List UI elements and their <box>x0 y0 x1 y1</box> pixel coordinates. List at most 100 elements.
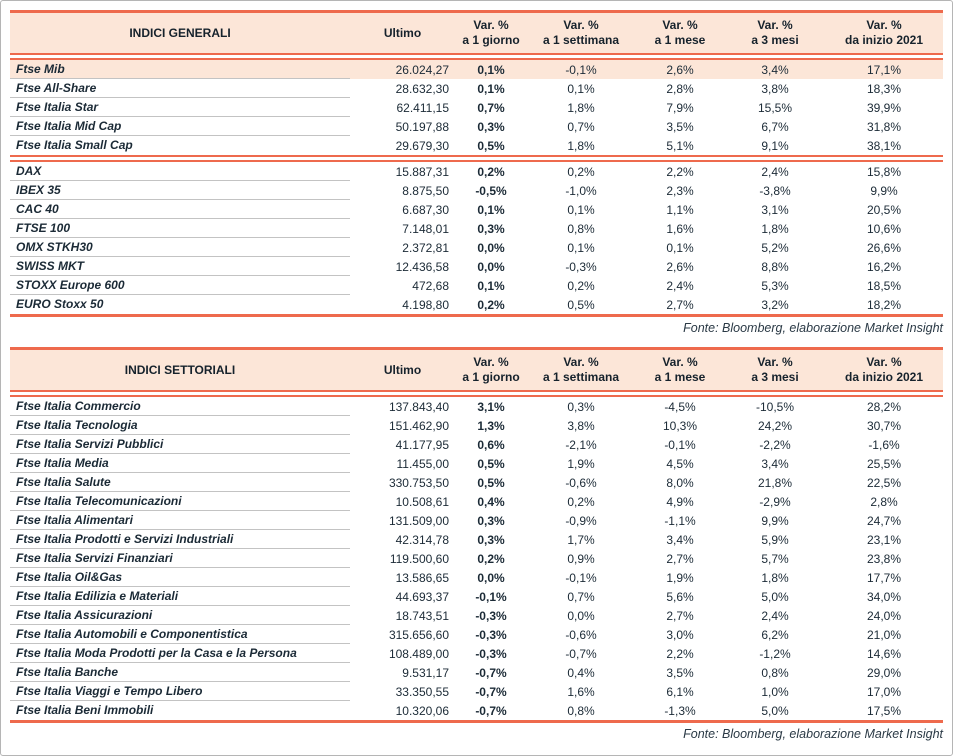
var-pct-value: -0,6% <box>565 627 597 642</box>
table-indici-generali: INDICI GENERALI Ultimo Var. % a 1 giorno… <box>10 10 943 339</box>
column-header-var-1-giorno: Var. % a 1 giorno <box>455 350 527 390</box>
var-pct-value: -4,5% <box>664 399 696 414</box>
index-name: Ftse Italia Prodotti e Servizi Industria… <box>10 530 350 549</box>
rows-group-italy: Ftse Mib 26.024,27 0,1% -0,1% 2,6% 3,4% 17,1% F… <box>10 60 943 155</box>
var-pct-value: 1,9% <box>666 570 694 585</box>
table-indici-settoriali: INDICI SETTORIALI Ultimo Var. % a 1 gior… <box>10 347 943 745</box>
var-pct-value: 3,2% <box>761 297 789 312</box>
table-row: SWISS MKT 12.436,58 0,0% -0,3% 2,6% 8,8% 16,2% <box>10 257 943 276</box>
index-name: Ftse Italia Salute <box>10 473 350 492</box>
var-pct-value: 30,7% <box>866 418 902 433</box>
var-pct-value: 0,3% <box>477 119 505 134</box>
table-row: Ftse Italia Beni Immobili 10.320,06 -0,7% 0… <box>10 701 943 720</box>
divider-double <box>10 390 943 397</box>
var-pct-value: 0,2% <box>567 278 595 293</box>
column-header-var-1-mese: Var. % a 1 mese <box>635 13 725 53</box>
index-name: Ftse Italia Oil&Gas <box>10 568 350 587</box>
period-label: a 1 settimana <box>542 33 620 47</box>
index-name: Ftse Italia Servizi Finanziari <box>10 549 350 568</box>
column-header-ultimo: Ultimo <box>383 26 422 40</box>
index-name: SWISS MKT <box>10 257 350 276</box>
ultimo-value: 131.509,00 <box>388 513 449 528</box>
var-pct-value: 2,4% <box>666 278 694 293</box>
var-pct-value: -3,8% <box>759 183 791 198</box>
var-pct-value: 14,6% <box>866 646 902 661</box>
var-pct-value: 5,7% <box>761 551 789 566</box>
var-pct-value: 2,8% <box>870 494 898 509</box>
var-pct-value: -0,3% <box>475 608 507 623</box>
var-pct-value: -0,7% <box>565 646 597 661</box>
index-name: STOXX Europe 600 <box>10 276 350 295</box>
ultimo-value: 137.843,40 <box>388 399 449 414</box>
var-label: Var. % <box>866 355 902 369</box>
var-pct-value: 1,0% <box>761 684 789 699</box>
index-name: Ftse Italia Mid Cap <box>10 117 350 136</box>
period-label: a 3 mesi <box>751 33 799 47</box>
var-pct-value: -0,6% <box>565 475 597 490</box>
var-pct-value: -2,2% <box>759 437 791 452</box>
period-label: a 1 giorno <box>462 33 520 47</box>
divider-double <box>10 53 943 60</box>
var-pct-value: 0,2% <box>567 494 595 509</box>
var-pct-value: 0,2% <box>477 297 505 312</box>
table-row: Ftse Italia Viaggi e Tempo Libero 33.350,… <box>10 682 943 701</box>
var-pct-value: -2,9% <box>759 494 791 509</box>
ultimo-value: 151.462,90 <box>388 418 449 433</box>
var-pct-value: 28,2% <box>866 399 902 414</box>
var-pct-value: 21,8% <box>757 475 793 490</box>
divider-top <box>10 347 943 350</box>
index-name: Ftse Mib <box>10 60 350 79</box>
var-pct-value: 2,4% <box>761 608 789 623</box>
table-row: STOXX Europe 600 472,68 0,1% 0,2% 2,4% 5,3% 18… <box>10 276 943 295</box>
divider-bottom <box>10 314 943 317</box>
ultimo-value: 7.148,01 <box>402 221 449 236</box>
var-pct-value: 39,9% <box>866 100 902 115</box>
ultimo-value: 6.687,30 <box>402 202 449 217</box>
var-pct-value: 1,8% <box>567 100 595 115</box>
var-pct-value: -1,6% <box>868 437 900 452</box>
var-pct-value: 24,7% <box>866 513 902 528</box>
var-pct-value: 5,2% <box>761 240 789 255</box>
var-pct-value: 1,6% <box>567 684 595 699</box>
var-label: Var. % <box>662 355 698 369</box>
var-pct-value: -0,7% <box>475 684 507 699</box>
var-pct-value: 2,7% <box>666 608 694 623</box>
table-title: INDICI SETTORIALI <box>124 363 236 377</box>
period-label: a 1 mese <box>654 370 706 384</box>
index-name: Ftse Italia Beni Immobili <box>16 703 154 717</box>
table-row: Ftse Italia Commercio 137.843,40 3,1% 0,3% -… <box>10 397 943 416</box>
index-name: Ftse Italia Automobili e Componentistica <box>10 625 350 644</box>
ultimo-value: 62.411,15 <box>396 100 450 115</box>
var-pct-value: 5,3% <box>761 278 789 293</box>
var-pct-value: 3,8% <box>567 418 595 433</box>
var-pct-value: 0,0% <box>477 570 505 585</box>
var-pct-value: 7,9% <box>666 100 694 115</box>
ultimo-value: 9.531,17 <box>402 665 449 680</box>
index-name: Ftse Italia Moda Prodotti per la Casa e … <box>10 644 350 663</box>
table-row: Ftse Italia Small Cap 29.679,30 0,5% 1,8% 5,… <box>10 136 943 155</box>
var-label: Var. % <box>473 355 509 369</box>
ultimo-value: 44.693,37 <box>395 589 449 604</box>
var-pct-value: -10,5% <box>755 399 795 414</box>
var-pct-value: 3,1% <box>477 399 505 414</box>
ultimo-value: 18.743,51 <box>395 608 449 623</box>
var-label: Var. % <box>866 18 902 32</box>
var-pct-value: 31,8% <box>866 119 902 134</box>
source-note: Fonte: Bloomberg, elaborazione Market In… <box>683 727 943 741</box>
index-name: DAX <box>10 162 350 181</box>
var-pct-value: 10,6% <box>866 221 902 236</box>
var-pct-value: 6,7% <box>761 119 789 134</box>
var-pct-value: 0,7% <box>477 100 505 115</box>
table-row: Ftse Italia Assicurazioni 18.743,51 -0,3% 0… <box>10 606 943 625</box>
ultimo-value: 33.350,55 <box>395 684 449 699</box>
source-note: Fonte: Bloomberg, elaborazione Market In… <box>683 321 943 335</box>
table-header: INDICI GENERALI Ultimo Var. % a 1 giorno… <box>10 13 943 53</box>
var-pct-value: 0,1% <box>477 81 505 96</box>
period-label: a 1 giorno <box>462 370 520 384</box>
ultimo-value: 29.679,30 <box>395 138 449 153</box>
column-header-var-1-settimana: Var. % a 1 settimana <box>527 350 635 390</box>
var-pct-value: 1,8% <box>567 138 595 153</box>
var-pct-value: 24,2% <box>757 418 793 433</box>
var-pct-value: -0,5% <box>475 183 507 198</box>
var-pct-value: 17,0% <box>866 684 902 699</box>
